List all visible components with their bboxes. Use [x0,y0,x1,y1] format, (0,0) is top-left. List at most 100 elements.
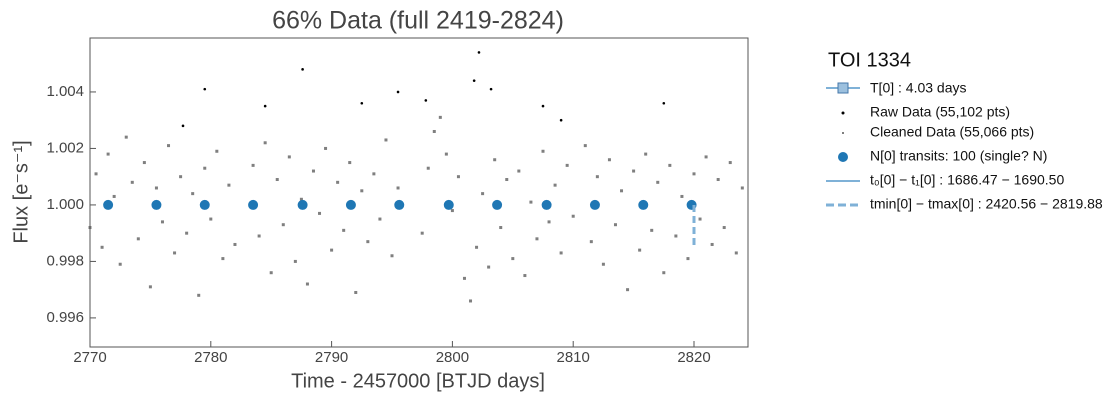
plot-frame [89,37,749,348]
transit-point [638,199,649,210]
transit-point [103,199,114,210]
cleaned-point [469,299,473,303]
legend-icon [837,82,849,94]
cleaned-point [191,192,195,196]
cleaned-point [215,149,219,153]
raw-point [263,104,267,108]
raw-point [477,51,481,54]
x-tick-label: 2820 [677,349,710,366]
cleaned-point [118,262,122,266]
cleaned-point [547,220,551,224]
cleaned-point [601,262,605,266]
cleaned-point [263,141,267,145]
cleaned-point [311,169,315,173]
cleaned-point [124,135,128,139]
cleaned-point [148,285,152,289]
cleaned-point [372,172,376,176]
x-axis-label: Time - 2457000 [BTJD days] [291,370,545,392]
legend-icon [838,152,848,162]
cleaned-point [269,271,273,275]
cleaned-point [595,175,599,179]
cleaned-point [142,161,146,165]
transit-point [151,199,162,210]
cleaned-point [710,242,714,246]
cleaned-point [740,186,744,190]
cleaned-point [644,152,648,156]
cleaned-point [432,129,436,133]
raw-point [360,101,364,105]
cleaned-point [106,152,110,156]
cleaned-point [318,211,322,215]
cleaned-point [462,276,466,280]
legend-label: Cleaned Data (55,066 pts) [870,124,1034,140]
cleaned-point [257,234,261,238]
cleaned-point [173,251,177,255]
raw-point [424,99,428,102]
transit-point [199,199,210,210]
cleaned-point [505,178,509,182]
cleaned-point [674,234,678,238]
cleaned-point [722,226,726,230]
cleaned-point [426,166,430,170]
raw-point [541,104,545,108]
y-tick-label: 1.004 [46,83,84,100]
cleaned-point [112,194,116,198]
transit-point [394,199,405,210]
legend-label: tmin[0] − tmax[0] : 2420.56 − 2819.88 [870,196,1103,212]
cleaned-point [499,226,503,230]
cleaned-point [704,155,708,159]
cleaned-point [438,115,442,119]
cleaned-point [227,183,231,187]
cleaned-point [275,178,279,182]
cleaned-point [366,240,370,244]
raw-point [559,118,563,122]
cleaned-point [420,231,424,235]
cleaned-point [167,144,171,148]
cleaned-point [281,223,285,227]
x-tick-label: 2770 [73,349,106,366]
transit-point [248,199,259,210]
y-tick-label: 1.002 [46,139,84,156]
legend: TOI 1334 T[0] : 4.03 days Raw Data (55,1… [826,49,1103,212]
raw-point [472,79,476,82]
cleaned-point [324,146,328,150]
cleaned-point [475,245,479,249]
cleaned-point [160,220,164,224]
raw-point [396,90,400,94]
transit-point [589,199,600,210]
y-tick-label: 1.000 [46,196,84,213]
cleaned-point [185,231,189,235]
cleaned-point [626,288,630,292]
cleaned-point [450,209,454,213]
cleaned-point [692,172,696,176]
cleaned-point [583,144,587,148]
cleaned-point [456,175,460,179]
cleaned-point [305,282,309,286]
raw-point [489,87,493,91]
x-tick-label: 2800 [436,349,469,366]
cleaned-point [348,161,352,165]
cleaned-point [559,251,563,255]
raw-point [301,68,304,71]
cleaned-point [529,200,533,204]
cleaned-point [287,155,291,159]
y-axis-label: Flux [e⁻s⁻¹] [10,140,32,243]
cleaned-point [396,186,400,190]
y-tick-label: 0.998 [46,252,84,269]
y-tick-label: 0.996 [46,309,84,326]
cleaned-point [680,194,684,198]
cleaned-point [197,293,201,297]
cleaned-point [632,169,636,173]
cleaned-point [390,254,394,258]
cleaned-point [686,257,690,261]
plot-area [88,51,744,303]
transit-point [443,199,454,210]
cleaned-point [233,242,237,246]
cleaned-point [481,192,485,196]
cleaned-point [354,290,358,294]
cleaned-point [136,237,140,241]
x-tick-label: 2810 [557,349,590,366]
cleaned-point [698,217,702,221]
